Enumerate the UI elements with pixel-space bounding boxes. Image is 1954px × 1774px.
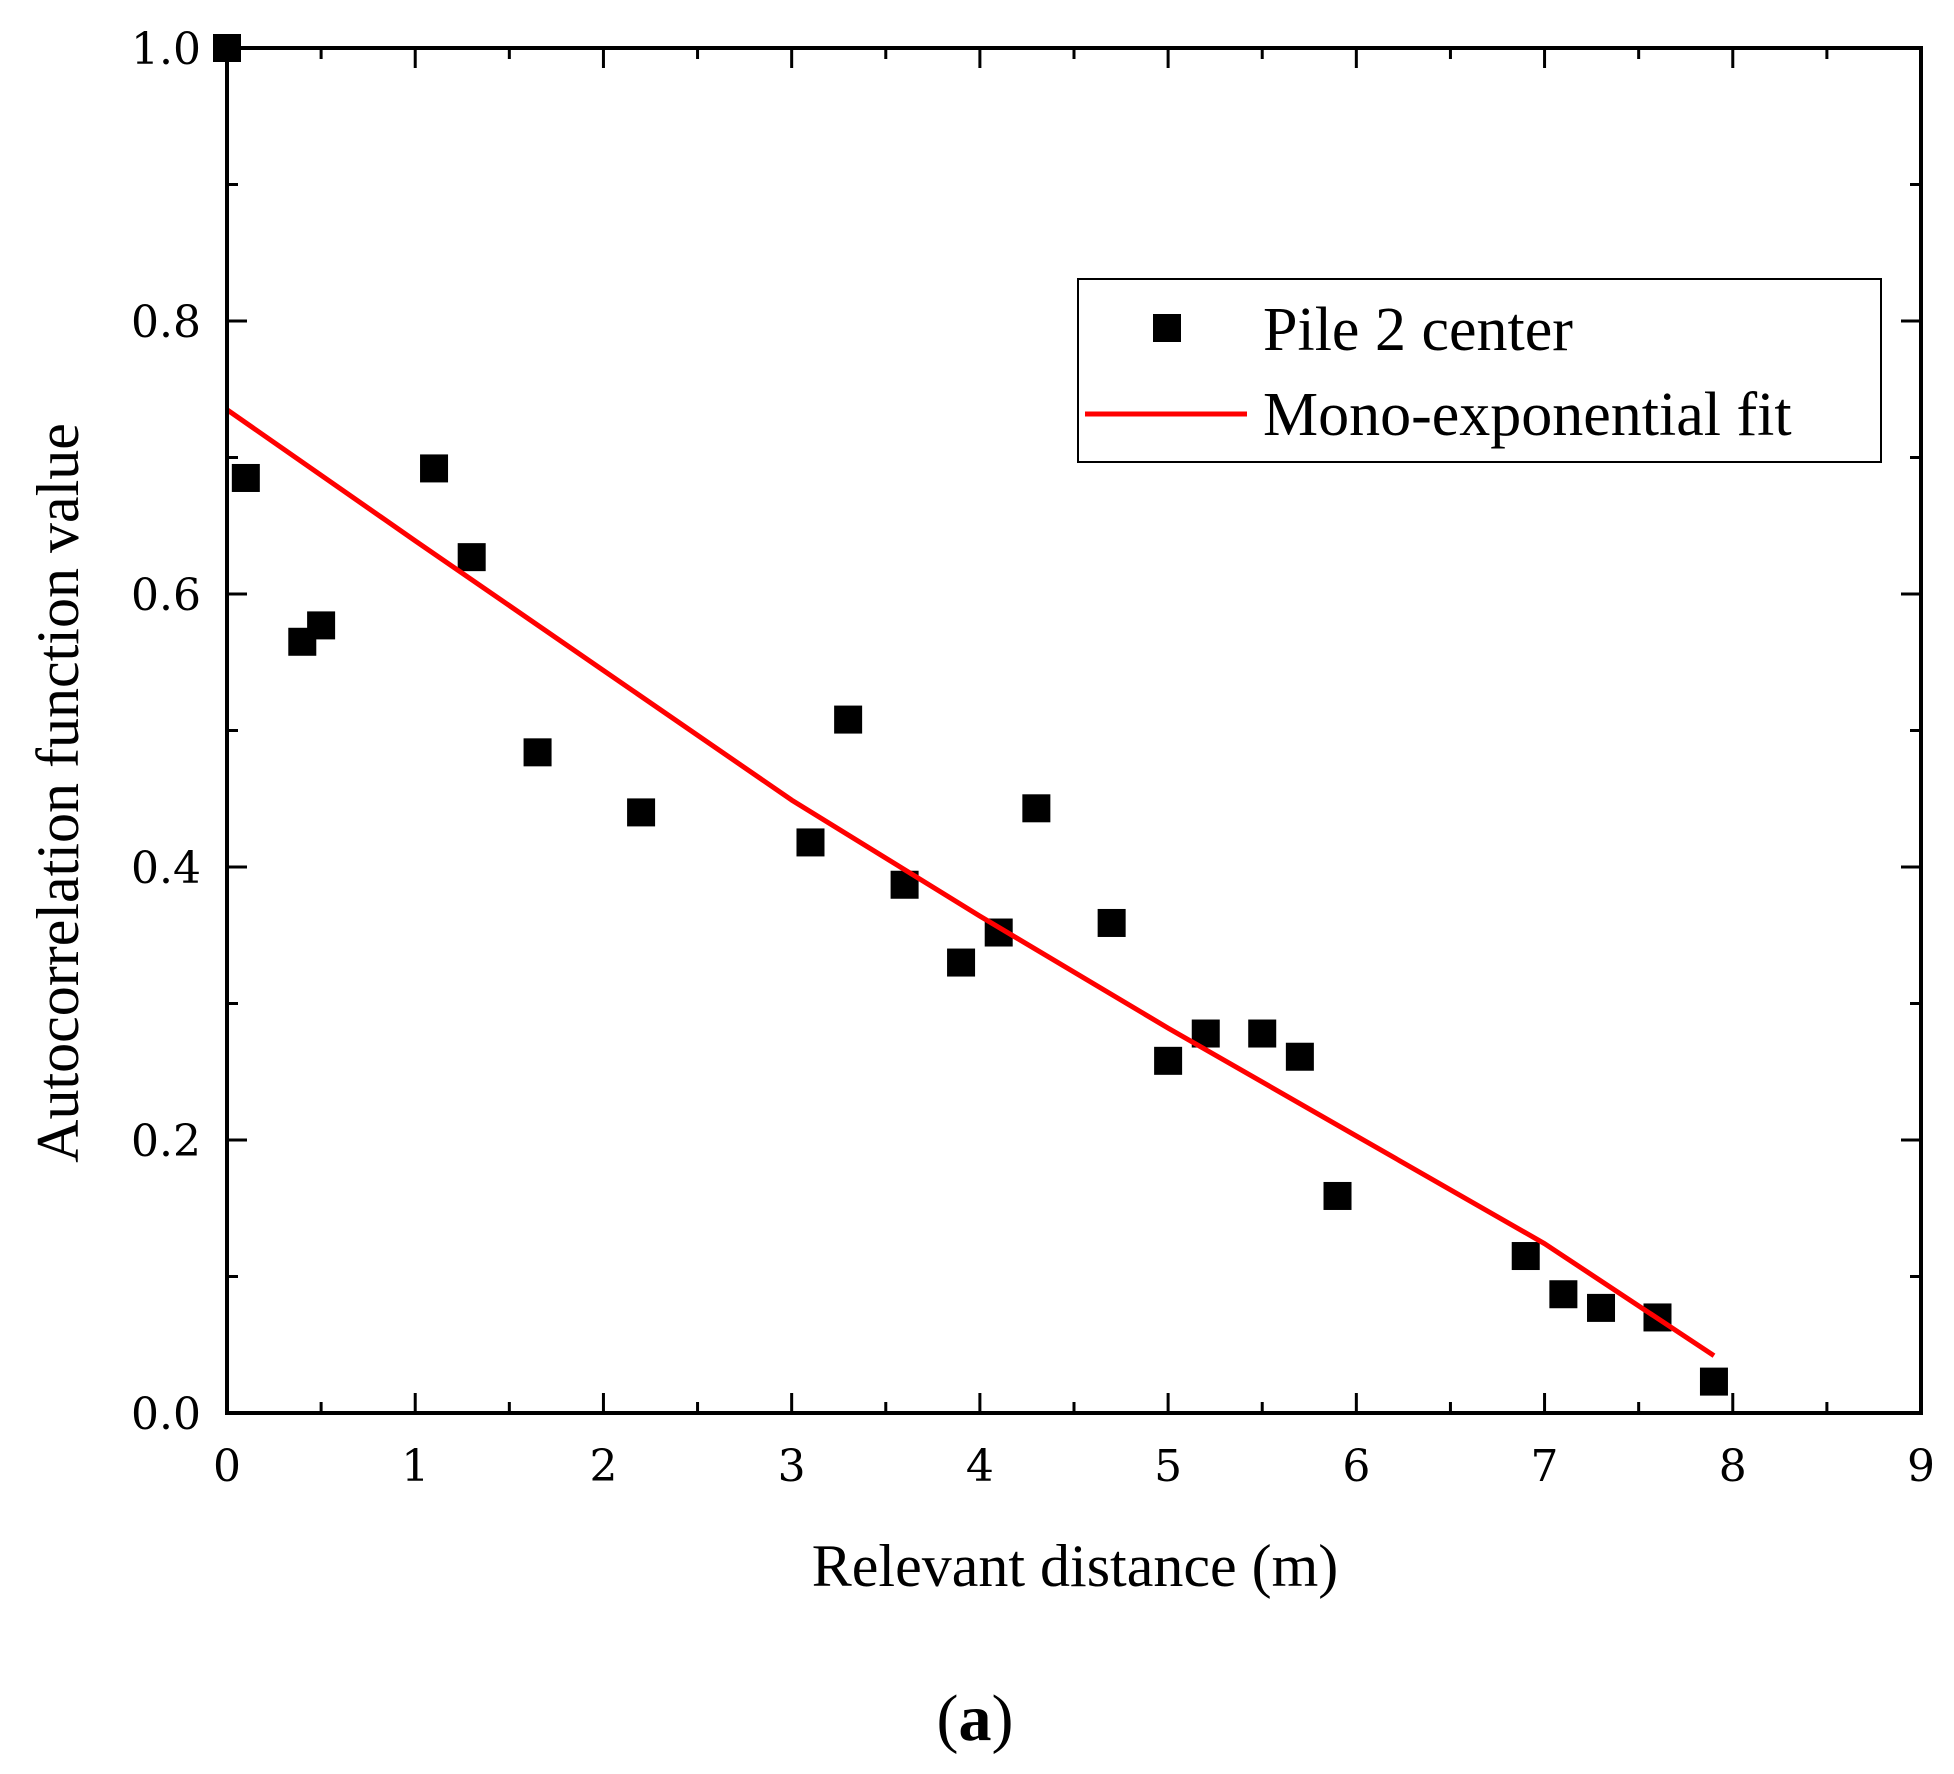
x-tick-label: 9	[1907, 1441, 1935, 1492]
data-point	[1097, 908, 1126, 937]
y-tick-label: 0.8	[131, 297, 201, 348]
x-axis-title: Relevant distance (m)	[812, 1533, 1338, 1599]
data-point	[420, 454, 449, 483]
data-point	[1248, 1019, 1277, 1048]
data-point	[1549, 1280, 1578, 1309]
legend-box	[1077, 278, 1882, 463]
data-point	[307, 611, 336, 640]
y-tick-label: 0.0	[131, 1389, 201, 1440]
ticks-layer: 0 1 2 3 4 5 6 7 8 9 0.0 0.2 0.4 0.6 0.8 1.0	[131, 24, 1935, 1492]
data-point	[796, 828, 825, 857]
x-tick-label: 6	[1342, 1441, 1370, 1492]
data-point	[1511, 1242, 1540, 1271]
y-tick-label: 0.2	[131, 1116, 201, 1167]
legend: Pile 2 center Mono-exponential fit	[1077, 278, 1882, 463]
panel-label: (a)	[937, 1682, 1014, 1755]
fit-line	[225, 407, 1716, 1358]
y-axis-title: Autocorrelation function value	[25, 423, 91, 1163]
data-point	[834, 705, 863, 734]
x-tick-label: 7	[1531, 1441, 1559, 1492]
plot-frame	[225, 46, 1923, 1415]
y-tick-label: 1.0	[131, 24, 201, 75]
marks-layer	[213, 34, 1728, 1396]
x-tick-label: 3	[778, 1441, 806, 1492]
y-tick-label: 0.6	[131, 570, 201, 621]
x-tick-label: 0	[213, 1441, 241, 1492]
data-point	[1323, 1181, 1352, 1210]
x-tick-label: 8	[1719, 1441, 1747, 1492]
y-tick-label: 0.4	[131, 843, 201, 894]
legend-label-fit: Mono-exponential fit	[1263, 381, 1792, 449]
panel-label-letter: a	[959, 1682, 992, 1755]
fit-layer	[225, 407, 1716, 1358]
x-tick-label: 5	[1154, 1441, 1182, 1492]
data-point	[1022, 794, 1051, 823]
x-tick-label: 1	[401, 1441, 429, 1492]
data-point	[627, 798, 656, 827]
data-point	[457, 543, 486, 572]
x-tick-label: 2	[589, 1441, 617, 1492]
legend-label-scatter: Pile 2 center	[1263, 296, 1573, 364]
data-point	[1699, 1367, 1728, 1396]
axes-layer	[225, 46, 1923, 1415]
data-point	[947, 948, 976, 977]
x-tick-label: 4	[966, 1441, 994, 1492]
data-point	[231, 463, 260, 492]
data-point	[523, 738, 552, 767]
data-point	[1587, 1293, 1616, 1322]
data-point	[1154, 1046, 1183, 1075]
data-point	[1285, 1042, 1314, 1071]
legend-marker-scatter	[1153, 314, 1181, 342]
